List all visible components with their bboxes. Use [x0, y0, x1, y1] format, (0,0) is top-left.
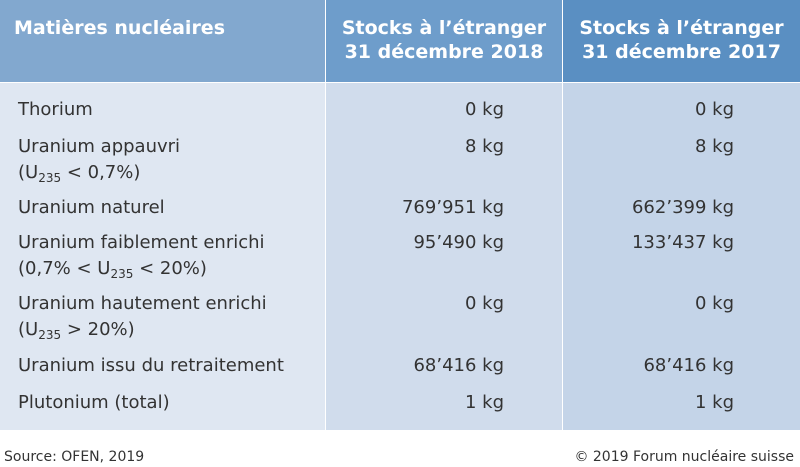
value-2017: 0 kg: [694, 293, 734, 314]
value-2018: 0 kg: [464, 293, 504, 314]
header-cell: Stocks à l’étranger 31 décembre 2018: [326, 16, 562, 64]
header-line: 31 décembre 2018: [344, 41, 544, 63]
row-label: Thorium: [18, 99, 93, 120]
header-line: Stocks à l’étranger: [579, 17, 784, 39]
value-2017: 1 kg: [694, 392, 734, 413]
row-label: Plutonium (total): [18, 392, 170, 413]
body-bg: [563, 83, 800, 430]
row-label: Uranium naturel: [18, 197, 165, 218]
header-bg: [0, 0, 325, 82]
value-2017: 68’416 kg: [643, 355, 734, 376]
value-2018: 8 kg: [464, 136, 504, 157]
source: Source: OFEN, 2019: [4, 449, 145, 465]
note-text: (U: [18, 162, 39, 183]
row-note: (U235 > 20%): [18, 317, 135, 343]
note-text: < 20%): [133, 258, 207, 279]
value-2017: 662’399 kg: [631, 197, 734, 218]
header-bg: [326, 0, 562, 82]
header-line: Stocks à l’étranger: [341, 17, 547, 39]
copyright: © 2019 Forum nucléaire suisse: [574, 449, 794, 465]
body-bg: [326, 83, 562, 430]
row-note: (U235 < 0,7%): [18, 160, 140, 186]
note-text: < 0,7%): [61, 162, 141, 183]
header-line: 31 décembre 2017: [582, 41, 781, 63]
value-2017: 0 kg: [694, 99, 734, 120]
value-2018: 1 kg: [464, 392, 504, 413]
note-text: (U: [18, 319, 39, 340]
row-label: Uranium hautement enrichi: [18, 293, 267, 314]
value-2017: 8 kg: [694, 136, 734, 157]
row-label: Uranium issu du retraitement: [18, 355, 284, 376]
row-note: (0,7% < U235 < 20%): [18, 256, 207, 282]
value-2018: 769’951 kg: [401, 197, 504, 218]
value-2018: 95’490 kg: [413, 232, 504, 253]
value-2017: 133’437 kg: [631, 232, 734, 253]
row-label: Uranium appauvri: [18, 136, 181, 157]
value-2018: 68’416 kg: [413, 355, 504, 376]
note-text: > 20%): [61, 319, 135, 340]
row-label: Uranium faiblement enrichi: [18, 232, 265, 253]
header-cell: Matières nucléaires: [14, 17, 226, 39]
header-bg: [563, 0, 800, 82]
header-cell: Stocks à l’étranger 31 décembre 2017: [563, 16, 800, 64]
note-text: (0,7% < U: [18, 258, 111, 279]
note-subscript: 235: [38, 328, 62, 342]
body-bg: [0, 83, 325, 430]
note-subscript: 235: [110, 267, 134, 281]
value-2018: 0 kg: [464, 99, 504, 120]
note-subscript: 235: [38, 171, 62, 185]
